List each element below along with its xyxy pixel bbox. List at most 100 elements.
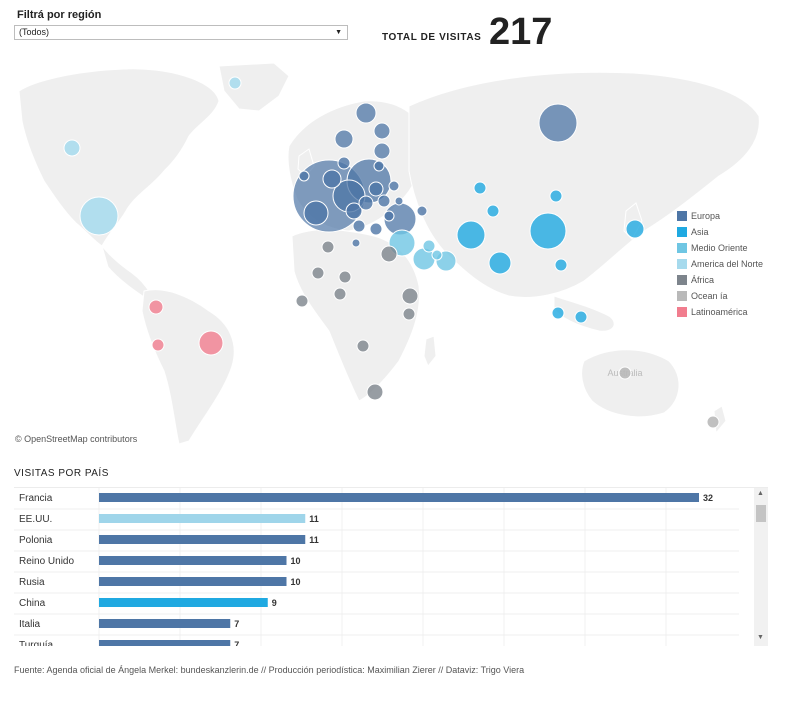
bubble-nueva-zelanda[interactable] <box>706 415 720 429</box>
bubble-rusia[interactable] <box>538 103 578 143</box>
legend-item[interactable]: America del Norte <box>677 256 763 272</box>
bubble-baltico[interactable] <box>373 142 391 160</box>
bubble-austria[interactable] <box>358 195 374 211</box>
bubble-malta[interactable] <box>351 238 361 248</box>
bubble-portugal[interactable] <box>298 170 310 182</box>
bars-title: VISITAS POR PAÍS <box>14 468 109 479</box>
bubble-india-sur[interactable] <box>488 251 512 275</box>
bubble-dinamarca[interactable] <box>337 156 351 170</box>
bubble-indonesia[interactable] <box>574 310 588 324</box>
legend-swatch <box>677 243 687 253</box>
bubble-niger[interactable] <box>338 270 352 284</box>
bubble-brasil[interactable] <box>198 330 224 356</box>
bubble-italia[interactable] <box>352 219 366 233</box>
land-madagascar <box>423 335 437 367</box>
bubble-finlandia[interactable] <box>373 122 391 140</box>
bubble-japon[interactable] <box>625 219 645 239</box>
legend-swatch <box>677 307 687 317</box>
bubble-bielorrusia[interactable] <box>373 160 385 172</box>
bubble-uzbekistan[interactable] <box>486 204 500 218</box>
land-australia <box>581 349 680 418</box>
legend-label: Latinoamérica <box>691 307 748 317</box>
legend-swatch <box>677 259 687 269</box>
bubble-qatar[interactable] <box>431 249 443 261</box>
bubble-belgica[interactable] <box>322 169 342 189</box>
legend-item[interactable]: Ocean ía <box>677 288 763 304</box>
bubble-egipto[interactable] <box>380 245 398 263</box>
world-map[interactable]: Australia <box>14 61 769 446</box>
bar-value-label: 10 <box>291 556 301 566</box>
bubble-kenia[interactable] <box>402 307 416 321</box>
bubble-suiza[interactable] <box>345 202 363 220</box>
bubble-mali[interactable] <box>311 266 325 280</box>
bubble-jordania[interactable] <box>422 239 436 253</box>
visits-by-country-chart[interactable]: Francia 32 EE.UU. 11 Polonia 11 Reino Unido 10 R… <box>14 487 768 646</box>
bubble-angola[interactable] <box>356 339 370 353</box>
bubble-argelia[interactable] <box>321 240 335 254</box>
bubble-bulgaria[interactable] <box>383 210 395 222</box>
legend-label: Ocean ía <box>691 291 728 301</box>
legend-swatch <box>677 211 687 221</box>
bubble-chequia[interactable] <box>368 181 384 197</box>
bar-7[interactable] <box>99 640 231 646</box>
bubble-sudafrica[interactable] <box>366 383 384 401</box>
bubble-senegal[interactable] <box>295 294 309 308</box>
bubble-ee-uu[interactable] <box>79 196 119 236</box>
bubble-singapur[interactable] <box>551 306 565 320</box>
legend-swatch <box>677 275 687 285</box>
bubble-alaska[interactable] <box>228 76 242 90</box>
bubble-escandinavia[interactable] <box>355 102 377 124</box>
legend-item[interactable]: Asia <box>677 224 763 240</box>
bubble-reino-unido[interactable] <box>303 200 329 226</box>
legend-item[interactable]: Medio Oriente <box>677 240 763 256</box>
bubble-australia[interactable] <box>618 366 632 380</box>
bubble-grecia[interactable] <box>369 222 383 236</box>
bubble-mongolia[interactable] <box>549 189 563 203</box>
bubble-canada[interactable] <box>63 139 81 157</box>
bar-2[interactable] <box>99 535 306 544</box>
bubble-hungria[interactable] <box>377 194 391 208</box>
bar-value-label: 9 <box>272 598 277 608</box>
legend-item[interactable]: Latinoamérica <box>677 304 763 320</box>
bubble-etiopia[interactable] <box>401 287 419 305</box>
bar-value-label: 10 <box>291 577 301 587</box>
bar-3[interactable] <box>99 556 287 565</box>
bubble-kazajistan[interactable] <box>473 181 487 195</box>
bar-4[interactable] <box>99 577 287 586</box>
region-filter-select[interactable]: (Todos) ▼ <box>14 25 348 40</box>
scrollbar-thumb[interactable] <box>756 505 766 522</box>
bar-0[interactable] <box>99 493 699 502</box>
landmasses <box>18 62 760 445</box>
visit-bubbles[interactable] <box>63 76 720 429</box>
bar-country-label: Francia <box>19 493 53 504</box>
legend-item[interactable]: Europa <box>677 208 763 224</box>
bubble-china[interactable] <box>529 212 567 250</box>
land-greenland <box>218 62 290 112</box>
bubble-noruega[interactable] <box>334 129 354 149</box>
bar-country-label: China <box>19 598 46 609</box>
bubble-peru[interactable] <box>151 338 165 352</box>
bubble-colombia[interactable] <box>148 299 164 315</box>
bar-6[interactable] <box>99 619 231 628</box>
bar-country-label: EE.UU. <box>19 514 52 525</box>
bar-1[interactable] <box>99 514 306 523</box>
bubble-india[interactable] <box>456 220 486 250</box>
bubble-ucrania[interactable] <box>388 180 400 192</box>
bubble-nigeria[interactable] <box>333 287 347 301</box>
scroll-up-icon[interactable]: ▲ <box>757 490 764 497</box>
bubble-moldavia[interactable] <box>394 196 404 206</box>
osm-attribution[interactable]: © OpenStreetMap contributors <box>15 434 138 444</box>
total-visits-value: 217 <box>489 11 553 53</box>
region-filter-label: Filtrá por región <box>17 9 102 21</box>
legend-label: Medio Oriente <box>691 243 748 253</box>
legend-item[interactable]: África <box>677 272 763 288</box>
bar-5[interactable] <box>99 598 268 607</box>
bubble-georgia[interactable] <box>416 205 428 217</box>
scrollbar[interactable]: ▲ ▼ <box>754 488 768 646</box>
region-legend: Europa Asia Medio Oriente America del Norte… <box>677 208 763 320</box>
bar-value-label: 7 <box>234 640 239 646</box>
chevron-down-icon[interactable]: ▼ <box>335 29 342 36</box>
land-asia <box>408 71 760 299</box>
scroll-down-icon[interactable]: ▼ <box>757 634 764 641</box>
bubble-vietnam[interactable] <box>554 258 568 272</box>
